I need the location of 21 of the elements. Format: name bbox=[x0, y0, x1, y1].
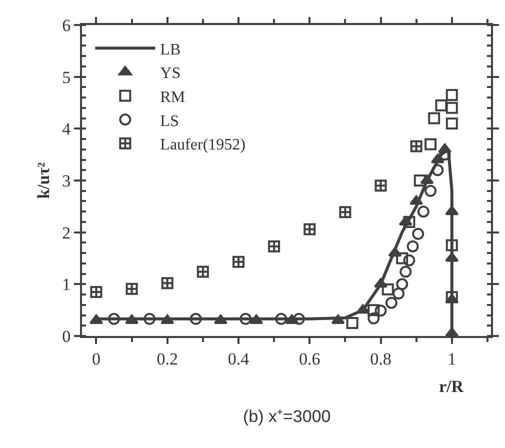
y-tick-label: 5 bbox=[62, 68, 71, 87]
y-tick-label: 0 bbox=[62, 326, 71, 346]
x-tick-label: 0 bbox=[92, 349, 100, 368]
y-tick-label: 4 bbox=[62, 120, 72, 139]
y-tick-label: 6 bbox=[62, 16, 71, 35]
y-axis-title: k/uτ² bbox=[34, 162, 54, 199]
x-tick-label: 0.2 bbox=[156, 349, 178, 368]
x-axis-title: r/R bbox=[439, 377, 464, 396]
x-tick-label: 1 bbox=[448, 349, 456, 368]
legend-label: YS bbox=[160, 65, 181, 82]
legend-label: Laufer(1952) bbox=[160, 136, 246, 154]
y-tick-label: 1 bbox=[62, 275, 71, 294]
y-tick-label: 3 bbox=[62, 171, 71, 190]
x-tick-label: 0.6 bbox=[298, 349, 320, 368]
y-tick-label: 2 bbox=[62, 223, 71, 242]
x-tick-label: 0.8 bbox=[370, 349, 392, 368]
legend-label: LB bbox=[160, 41, 181, 58]
x-tick-label: 0.4 bbox=[228, 349, 250, 368]
legend-label: LS bbox=[160, 112, 179, 130]
text: (b) x⁺=3000 bbox=[243, 407, 331, 426]
legend-label: RM bbox=[160, 88, 186, 106]
